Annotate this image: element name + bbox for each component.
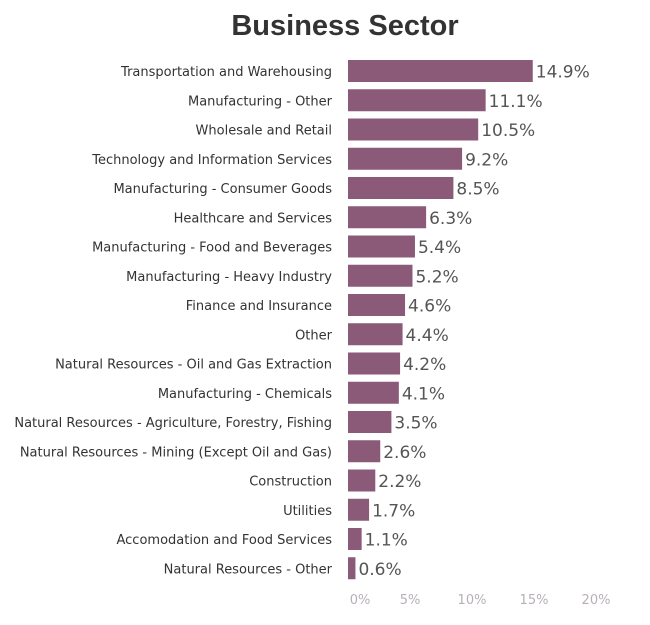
- data-label: 4.1%: [402, 384, 445, 404]
- data-label: 4.4%: [406, 326, 449, 346]
- data-label: 2.2%: [378, 472, 421, 492]
- data-label: 14.9%: [536, 63, 590, 83]
- data-label: 4.6%: [408, 297, 451, 317]
- data-label: 0.6%: [358, 560, 401, 580]
- data-label: 5.4%: [418, 238, 461, 258]
- bar: [348, 352, 401, 375]
- bar: [348, 557, 356, 580]
- bar: [348, 411, 392, 433]
- x-tick-label: 5%: [400, 593, 421, 608]
- category-label: Wholesale and Retail: [196, 124, 332, 139]
- data-label: 3.5%: [394, 414, 437, 434]
- bar: [348, 60, 533, 82]
- x-tick-label: 20%: [582, 593, 611, 608]
- category-label: Natural Resources - Agriculture, Forestr…: [14, 416, 332, 431]
- category-label: Other: [295, 328, 333, 343]
- x-tick-label: 0%: [350, 593, 371, 608]
- bar: [348, 177, 454, 199]
- data-label: 4.2%: [403, 355, 446, 375]
- category-label: Accomodation and Food Services: [117, 533, 333, 548]
- category-label: Utilities: [283, 504, 332, 519]
- category-label: Manufacturing - Chemicals: [158, 387, 332, 402]
- category-label: Natural Resources - Oil and Gas Extracti…: [55, 358, 332, 373]
- chart-title: Business Sector: [231, 10, 459, 42]
- bar: [348, 89, 486, 112]
- category-label: Construction: [249, 475, 332, 490]
- x-tick-label: 15%: [520, 593, 549, 608]
- data-label: 1.1%: [365, 531, 408, 551]
- data-label: 8.5%: [456, 180, 499, 200]
- data-label: 6.3%: [429, 209, 472, 229]
- bar: [348, 498, 370, 521]
- category-label: Manufacturing - Other: [188, 94, 333, 109]
- bar: [348, 469, 376, 492]
- bar: [348, 381, 399, 404]
- bar: [348, 118, 479, 141]
- bar: [348, 147, 463, 170]
- data-label: 1.7%: [372, 501, 415, 521]
- category-label: Technology and Information Services: [91, 153, 332, 168]
- bar: [348, 206, 427, 229]
- category-label: Natural Resources - Other: [164, 562, 333, 577]
- bar: [348, 235, 415, 258]
- bar: [348, 528, 362, 550]
- bar: [348, 264, 413, 287]
- bar: [348, 294, 406, 316]
- data-label: 9.2%: [465, 150, 508, 170]
- bar: [348, 440, 381, 463]
- category-label: Finance and Insurance: [186, 299, 332, 314]
- x-tick-label: 10%: [458, 593, 487, 608]
- category-label: Natural Resources - Mining (Except Oil a…: [20, 445, 332, 460]
- category-label: Manufacturing - Food and Beverages: [92, 241, 332, 256]
- data-label: 10.5%: [481, 121, 535, 141]
- category-label: Transportation and Warehousing: [120, 65, 332, 80]
- category-label: Manufacturing - Consumer Goods: [113, 182, 332, 197]
- data-label: 5.2%: [415, 267, 458, 287]
- bar: [348, 323, 403, 346]
- data-label: 2.6%: [383, 443, 426, 463]
- category-label: Manufacturing - Heavy Industry: [126, 270, 332, 285]
- category-label: Healthcare and Services: [174, 211, 333, 226]
- data-label: 11.1%: [489, 92, 543, 112]
